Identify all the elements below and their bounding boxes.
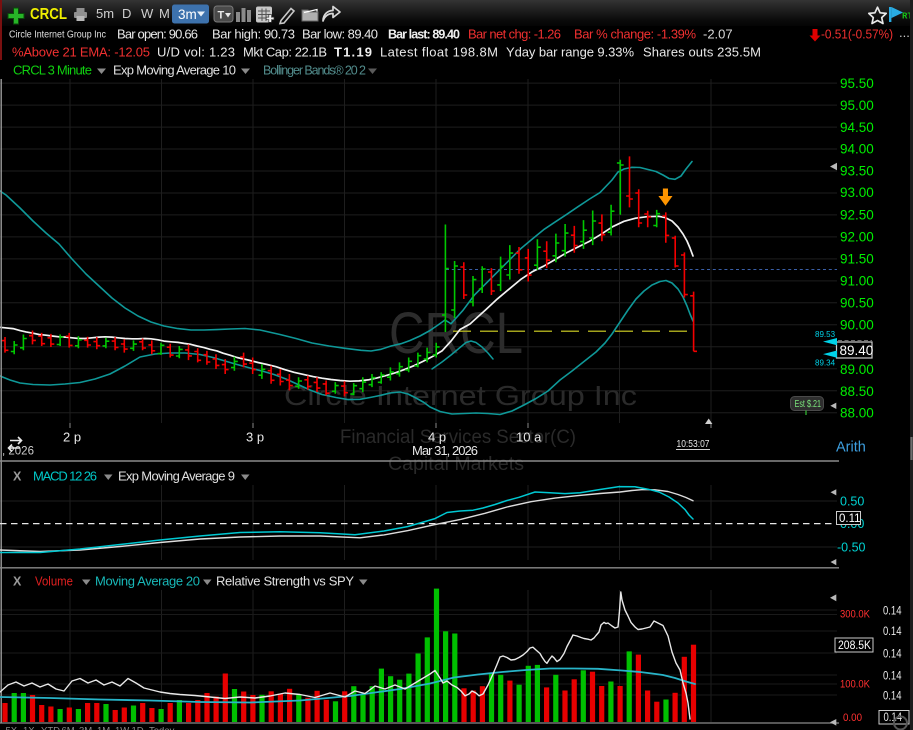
svg-text:Circle Internet Group Inc: Circle Internet Group Inc [284,380,637,411]
svg-text:3m: 3m [178,7,197,22]
svg-text:94.00: 94.00 [840,141,874,156]
svg-text:Exp Moving Average 9: Exp Moving Average 9 [118,469,235,484]
svg-text:91.00: 91.00 [840,273,874,288]
svg-text:Latest float 198.8M: Latest float 198.8M [380,45,498,60]
svg-text:6M: 6M [62,726,75,730]
svg-text:90.00: 90.00 [840,317,874,332]
svg-text:300.0K: 300.0K [840,609,871,621]
svg-text:0.14: 0.14 [883,606,902,618]
svg-text:Capital Markets: Capital Markets [388,454,524,475]
svg-text:Mkt Cap: 22.1B: Mkt Cap: 22.1B [243,45,327,60]
svg-text:91.50: 91.50 [840,251,874,266]
svg-text:X: X [13,575,22,589]
svg-text:Bar low: 89.40: Bar low: 89.40 [302,27,378,42]
svg-text:Bar % change: -1.39%: Bar % change: -1.39% [574,27,696,42]
svg-text:1M: 1M [97,726,110,730]
svg-text:10:53:07: 10:53:07 [677,439,710,450]
svg-text:Mar 31, 2026: Mar 31, 2026 [412,443,478,458]
svg-text:-0.50: -0.50 [837,541,866,555]
svg-text:-0.51(-0.57%): -0.51(-0.57%) [821,27,893,42]
svg-text:YTD: YTD [41,726,60,730]
svg-text:0.14: 0.14 [884,712,903,724]
svg-text:MACD 12 26: MACD 12 26 [33,469,97,484]
svg-text:1D: 1D [132,726,144,730]
svg-text:1W: 1W [115,726,129,730]
svg-text:95.00: 95.00 [840,98,874,113]
svg-text:T1.19: T1.19 [334,45,372,60]
svg-text:0.00: 0.00 [843,712,862,724]
svg-text:92.50: 92.50 [840,207,874,222]
svg-text:RT: RT [902,12,913,22]
svg-text:CRCL 3 Minute: CRCL 3 Minute [13,63,92,78]
svg-text:Bar last: 89.40: Bar last: 89.40 [388,28,460,42]
svg-text:X: X [13,470,22,484]
svg-text:Shares outs 235.5M: Shares outs 235.5M [643,45,761,60]
svg-text:U/D vol: 1.23: U/D vol: 1.23 [157,45,235,60]
svg-text:Bar net chg: -1.26: Bar net chg: -1.26 [468,27,561,42]
svg-text:100.0K: 100.0K [840,679,871,691]
svg-text:208.5K: 208.5K [838,640,871,652]
svg-text:Financial Services Sector(C): Financial Services Sector(C) [340,427,576,448]
svg-text:92.00: 92.00 [840,229,874,244]
svg-text:Moving Average 20: Moving Average 20 [95,574,200,589]
svg-text:5X: 5X [6,726,18,730]
svg-text:Yday bar range 9.33%: Yday bar range 9.33% [506,45,634,60]
svg-text:93.50: 93.50 [840,163,874,178]
svg-text:Volume: Volume [35,574,73,589]
svg-text:90.50: 90.50 [840,295,874,310]
svg-text:Relative Strength vs SPY: Relative Strength vs SPY [216,574,354,589]
svg-text:3 p: 3 p [246,430,264,445]
svg-text:88.00: 88.00 [840,405,874,420]
svg-text:89.34: 89.34 [815,359,836,368]
svg-text:1X: 1X [23,726,35,730]
svg-text:0.11: 0.11 [839,513,861,525]
svg-text:0.14: 0.14 [883,691,902,703]
svg-text:2 p: 2 p [63,430,81,445]
svg-text:Exp Moving Average 10: Exp Moving Average 10 [113,63,236,78]
svg-text:4 p: 4 p [428,430,446,445]
svg-text:Bar high: 90.73: Bar high: 90.73 [212,27,295,42]
svg-text:-2.07: -2.07 [703,27,733,42]
svg-text:Est $.21: Est $.21 [795,399,822,410]
svg-text:89.40: 89.40 [840,343,874,358]
svg-text:0.14: 0.14 [883,671,902,683]
svg-text:...: ... [899,25,910,40]
svg-text:Bar open: 90.66: Bar open: 90.66 [117,27,198,42]
svg-text:89.53: 89.53 [815,330,836,339]
svg-text:CRCL: CRCL [30,6,67,23]
svg-text:0.50: 0.50 [840,495,864,509]
svg-text:95.50: 95.50 [840,76,874,91]
svg-text:T: T [218,10,225,22]
svg-text:Arith: Arith [836,440,866,456]
svg-text:0.14: 0.14 [883,649,902,661]
svg-text:88.50: 88.50 [840,384,874,399]
svg-text:93.00: 93.00 [840,185,874,200]
svg-text:89.00: 89.00 [840,362,874,377]
svg-text:3M: 3M [79,726,92,730]
svg-text:10 a: 10 a [516,430,542,445]
svg-text:0.14: 0.14 [883,626,902,638]
svg-text:%Above 21 EMA: -12.05: %Above 21 EMA: -12.05 [12,45,150,60]
svg-text:Today: Today [149,726,175,730]
svg-text:Circle Internet Group Inc: Circle Internet Group Inc [9,29,106,41]
svg-text:Bollinger Bands® 20 2: Bollinger Bands® 20 2 [263,64,366,78]
svg-text:94.50: 94.50 [840,120,874,135]
